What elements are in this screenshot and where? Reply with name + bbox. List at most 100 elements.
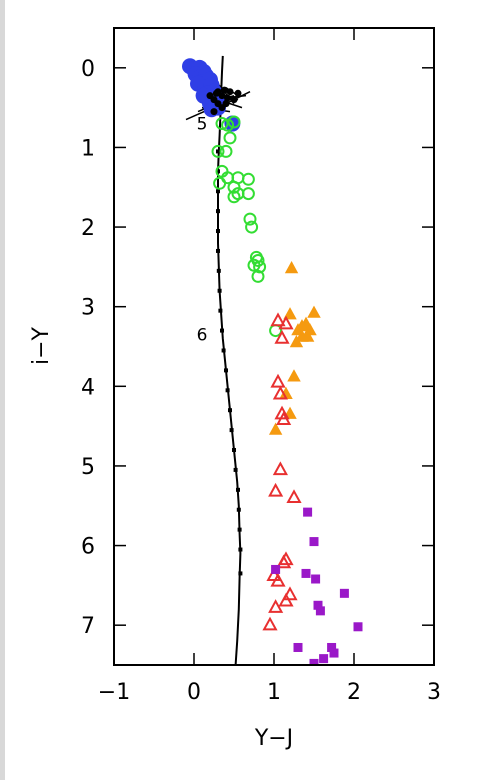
y-tick-label-2: 2 — [81, 216, 95, 241]
model-track-marker-10 — [221, 348, 226, 353]
point-green_circles-4 — [211, 144, 225, 158]
x-tick-label-2: 1 — [267, 680, 281, 705]
point-green_circles-10 — [213, 176, 227, 190]
point-red_triangles-5 — [274, 405, 290, 420]
point-model_track-7 — [206, 92, 214, 100]
point-red_triangles-7 — [272, 461, 288, 476]
point-red_triangles-15 — [278, 592, 294, 607]
point-purple_squares-12 — [319, 654, 329, 664]
point-purple_squares-1 — [309, 537, 319, 547]
point-green_circles-3 — [223, 131, 237, 145]
model-track-marker-5 — [216, 248, 220, 253]
model-track-marker-15 — [232, 448, 236, 453]
point-green_circles-15 — [243, 212, 257, 226]
point-purple_squares-7 — [315, 606, 325, 616]
point-model_track-13 — [220, 86, 228, 94]
point-green_circles-9 — [241, 172, 255, 186]
point-model_track-12 — [212, 89, 220, 97]
point-green_circles-20 — [253, 260, 267, 274]
point-green_circles-16 — [245, 220, 259, 234]
point-purple_squares-2 — [271, 564, 281, 574]
labels-layer: −1 0 1 2 3 0 1 2 3 4 5 6 7 5 6 — [81, 57, 441, 705]
point-model_track-5 — [226, 88, 234, 96]
point-green_circles-21 — [251, 269, 265, 283]
point-red_triangles-12 — [266, 567, 282, 581]
point-purple_squares-9 — [293, 642, 303, 652]
x-axis-title: Y−J — [254, 726, 293, 751]
point-orange_triangles-12 — [268, 422, 283, 435]
point-green_circles-0 — [215, 117, 229, 131]
data-layer — [182, 55, 363, 665]
model-track-marker-0 — [216, 149, 220, 154]
x-tick-label-0: −1 — [98, 680, 130, 705]
point-green_circles-14 — [241, 187, 255, 201]
point-green_circles-11 — [227, 180, 241, 194]
point-green_circles-5 — [219, 144, 233, 158]
y-tick-label-5: 5 — [81, 455, 95, 480]
point-red_triangles-9 — [286, 489, 302, 503]
track-label-1: 6 — [197, 326, 208, 346]
point-red_triangles-2 — [274, 329, 290, 344]
model-track-marker-16 — [233, 467, 238, 472]
y-tick-label-6: 6 — [81, 535, 95, 560]
model-track-marker-12 — [225, 388, 230, 393]
x-tick-label-4: 3 — [427, 680, 441, 705]
model-track-marker-1 — [216, 169, 220, 174]
y-tick-label-4: 4 — [81, 375, 95, 400]
point-purple_squares-4 — [311, 574, 321, 584]
point-orange_triangles-10 — [287, 369, 301, 382]
model-track-marker-11 — [224, 368, 228, 373]
point-orange_triangles-0 — [284, 260, 299, 274]
point-model_track-10 — [224, 94, 232, 102]
point-green_circles-1 — [221, 118, 235, 132]
point-red_triangles-3 — [270, 373, 286, 388]
point-orange_triangles-8 — [307, 305, 321, 318]
point-orange_triangles-7 — [300, 329, 315, 342]
model-track-marker-7 — [217, 288, 222, 293]
point-red_triangles-16 — [268, 599, 284, 613]
point-green_circles-2 — [227, 115, 241, 129]
point-orange_triangles-1 — [283, 307, 297, 320]
track-label-0: 5 — [197, 115, 208, 135]
point-purple_squares-6 — [313, 600, 323, 610]
point-red_triangles-13 — [270, 572, 286, 587]
point-red_triangles-8 — [268, 482, 284, 497]
point-orange_triangles-5 — [289, 334, 304, 348]
point-purple_squares-13 — [309, 658, 319, 665]
model-track-line — [217, 55, 242, 665]
point-green_circles-22 — [269, 324, 283, 338]
point-purple_squares-0 — [303, 507, 313, 517]
y-axis-title: i−Y — [29, 326, 54, 365]
ticks-layer — [113, 28, 435, 665]
point-model_track-8 — [218, 104, 226, 112]
model-track-marker-19 — [237, 527, 242, 532]
model-track-marker-9 — [220, 328, 224, 333]
point-red_triangles-6 — [276, 411, 292, 425]
point-model_track-6 — [230, 96, 238, 104]
model-track-marker-13 — [228, 408, 232, 413]
point-purple_squares-5 — [339, 588, 349, 598]
y-tick-label-1: 1 — [81, 136, 95, 161]
model-track-marker-8 — [218, 308, 223, 313]
model-track-marker-21 — [238, 571, 243, 576]
point-orange_triangles-9 — [295, 319, 309, 332]
point-purple_squares-8 — [353, 622, 363, 632]
y-tick-label-7: 7 — [81, 614, 95, 639]
point-red_triangles-1 — [278, 315, 294, 330]
point-purple_squares-10 — [327, 642, 337, 652]
point-red_triangles-11 — [276, 554, 292, 569]
model-track-marker-4 — [216, 229, 220, 234]
point-model_track-9 — [210, 108, 218, 116]
point-purple_squares-3 — [301, 568, 311, 578]
point-purple_squares-11 — [329, 648, 339, 658]
model-track-marker-20 — [238, 547, 243, 552]
model-track-marker-14 — [229, 428, 234, 433]
model-track-marker-6 — [216, 268, 221, 273]
x-tick-label-1: 0 — [187, 680, 201, 705]
point-model_track-11 — [234, 89, 242, 97]
point-green_circles-19 — [247, 258, 261, 272]
point-red_triangles-4 — [272, 385, 288, 400]
y-tick-label-3: 3 — [81, 296, 95, 321]
